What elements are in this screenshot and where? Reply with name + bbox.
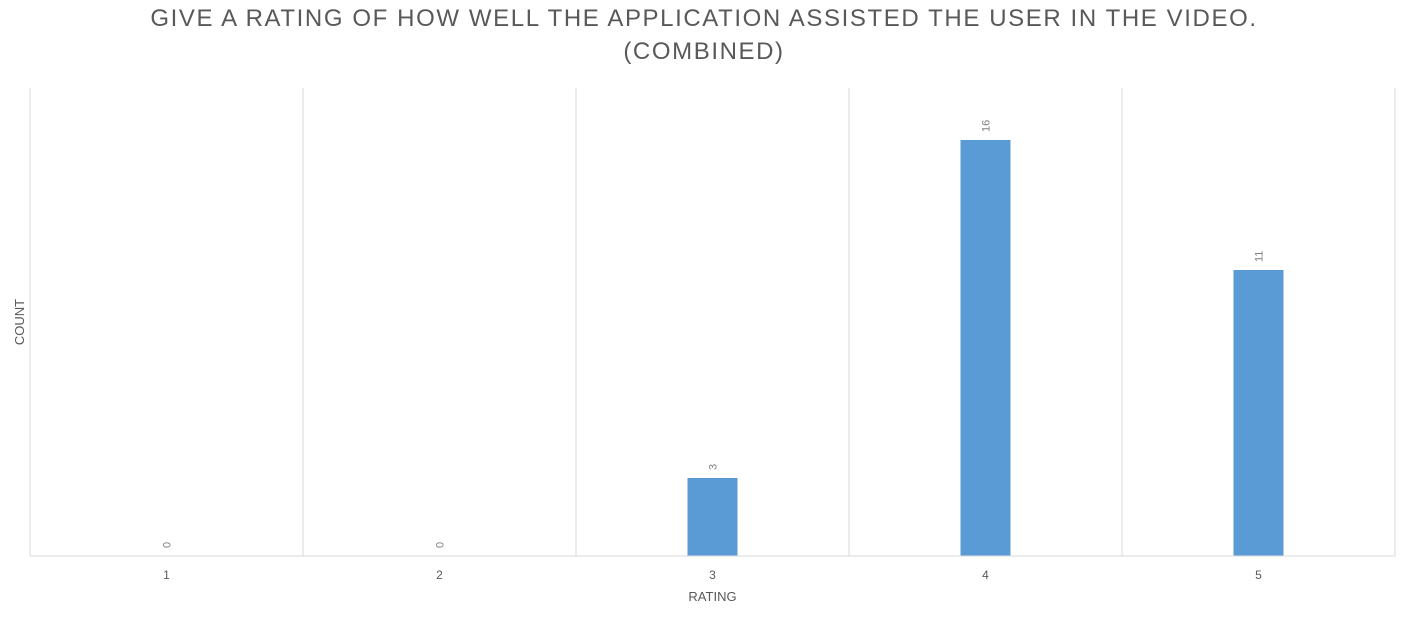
data-label-rating-5: 11 <box>1254 251 1266 262</box>
bar-rating-3 <box>687 478 738 556</box>
x-tick-labels: 1 2 3 4 5 <box>163 568 1262 582</box>
gridlines <box>29 88 1396 556</box>
chart-title: GIVE A RATING OF HOW WELL THE APPLICATIO… <box>0 2 1408 68</box>
y-axis-title: COUNT <box>12 299 27 345</box>
x-tick-label-4: 4 <box>982 568 989 582</box>
x-tick-label-1: 1 <box>163 568 170 582</box>
data-label-rating-4: 16 <box>981 120 993 132</box>
data-labels: 0 0 3 16 11 <box>162 120 1266 548</box>
data-label-rating-1: 0 <box>162 542 174 548</box>
x-tick-label-3: 3 <box>709 568 716 582</box>
chart-title-line-2: (COMBINED) <box>623 38 785 65</box>
x-tick-label-5: 5 <box>1255 568 1262 582</box>
data-label-rating-3: 3 <box>708 464 720 470</box>
x-axis-title: RATING <box>688 589 736 604</box>
bar-rating-4 <box>960 140 1011 556</box>
data-label-rating-2: 0 <box>435 542 447 548</box>
bars <box>687 140 1284 556</box>
chart-title-line-1: GIVE A RATING OF HOW WELL THE APPLICATIO… <box>150 5 1258 32</box>
bar-rating-5 <box>1233 270 1284 556</box>
x-tick-label-2: 2 <box>436 568 443 582</box>
